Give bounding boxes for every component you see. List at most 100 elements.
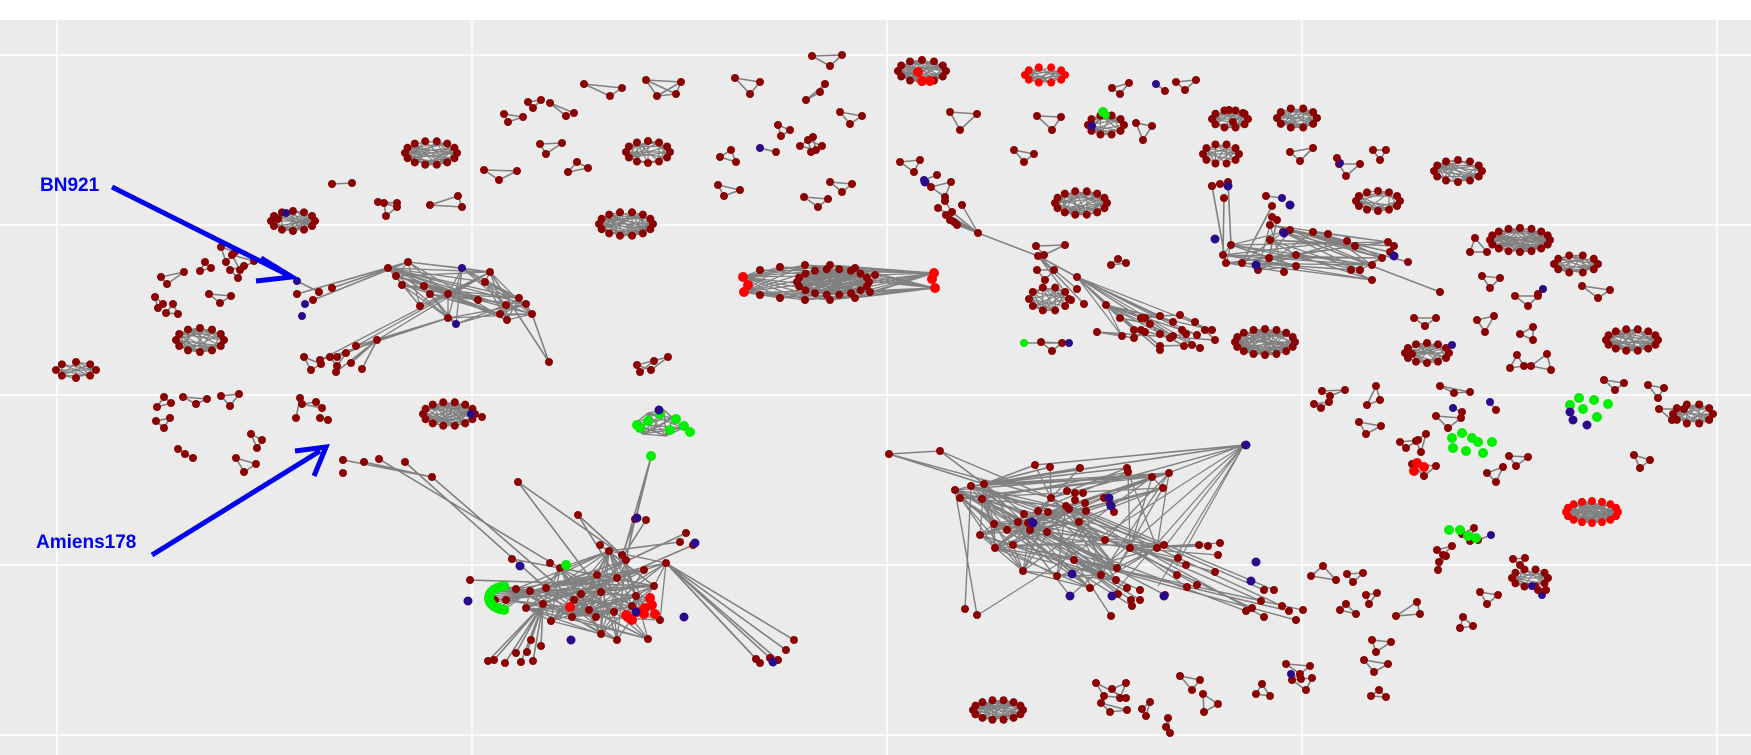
graph-node — [1537, 244, 1546, 253]
graph-node — [1280, 268, 1288, 276]
graph-edge — [487, 603, 544, 662]
graph-node — [613, 574, 621, 582]
graph-edge — [1280, 111, 1314, 125]
graph-edge — [1064, 193, 1098, 213]
graph-node — [1372, 648, 1380, 656]
graph-node — [1333, 154, 1341, 162]
graph-node — [504, 118, 512, 126]
graph-node — [1297, 675, 1305, 683]
graph-node — [615, 231, 624, 240]
graph-node — [1466, 157, 1474, 166]
graph-node — [772, 148, 780, 156]
graph-node — [597, 214, 606, 223]
graph-node — [592, 613, 600, 621]
graph-node — [196, 267, 204, 275]
graph-node — [278, 225, 286, 234]
graph-node — [615, 208, 624, 217]
graph-edge — [583, 83, 611, 97]
graph-edge — [625, 151, 668, 159]
graph-node — [1416, 610, 1424, 618]
graph-node — [461, 419, 470, 428]
graph-node — [1318, 387, 1326, 395]
graph-node — [978, 495, 986, 503]
graph-node — [990, 520, 998, 528]
graph-node — [1343, 237, 1351, 245]
graph-node — [1249, 325, 1258, 334]
graph-edge — [601, 218, 621, 237]
graph-edge — [734, 77, 761, 83]
graph-edge — [499, 303, 527, 315]
graph-node — [1104, 493, 1114, 503]
graph-node — [189, 454, 197, 462]
graph-node — [240, 468, 248, 476]
graph-node — [654, 405, 664, 415]
graph-node — [515, 294, 523, 302]
graph-edge — [979, 471, 1129, 536]
graph-node — [1442, 354, 1451, 362]
graph-node — [1299, 104, 1308, 113]
graph-node — [858, 112, 866, 120]
graph-edge — [1050, 467, 1081, 499]
graph-node — [514, 478, 522, 486]
graph-node — [502, 596, 510, 604]
graph-node — [1307, 572, 1315, 580]
graph-node — [801, 269, 810, 278]
graph-edge — [994, 531, 1048, 549]
annotation-arrow-amiens178 — [150, 448, 322, 558]
graph-edge — [407, 140, 426, 159]
graph-node — [1169, 318, 1177, 326]
graph-node — [633, 157, 641, 166]
graph-edge — [1358, 195, 1379, 212]
graph-node — [522, 604, 530, 612]
graph-node — [1604, 331, 1613, 340]
graph-node — [300, 208, 308, 217]
graph-edge — [531, 313, 550, 363]
graph-node — [253, 444, 261, 452]
graph-edge — [1676, 403, 1700, 421]
graph-node — [1365, 600, 1373, 608]
graph-node — [217, 392, 225, 400]
graph-edge — [550, 620, 602, 635]
graph-node — [980, 480, 988, 488]
graph-node — [1574, 393, 1584, 403]
graph-node — [1292, 616, 1300, 624]
graph-node — [1148, 473, 1156, 481]
graph-node — [916, 156, 924, 164]
graph-edge — [1491, 227, 1521, 246]
graph-node — [1496, 274, 1504, 282]
graph-node — [1309, 228, 1317, 236]
graph-edge — [1295, 265, 1352, 271]
graph-edge — [529, 590, 633, 607]
graph-node — [1241, 440, 1251, 450]
graph-node — [1524, 302, 1532, 310]
graph-node — [1048, 126, 1056, 134]
graph-node — [428, 400, 437, 409]
graph-node — [152, 417, 160, 425]
graph-node — [1455, 525, 1465, 535]
graph-node — [1356, 266, 1364, 274]
graph-node — [768, 657, 778, 667]
graph-node — [1505, 452, 1513, 460]
graph-node — [1374, 187, 1382, 195]
graph-node — [804, 136, 812, 144]
graph-node — [1161, 87, 1169, 95]
graph-node — [480, 166, 488, 174]
graph-edge — [1227, 181, 1232, 246]
graph-node — [1373, 589, 1381, 597]
graph-node — [1288, 333, 1297, 342]
graph-node — [716, 153, 724, 161]
graph-edge — [1046, 487, 1164, 533]
graph-node — [1067, 569, 1077, 579]
graph-node — [300, 353, 308, 361]
graph-node — [1053, 572, 1061, 580]
graph-node — [309, 296, 317, 304]
graph-edge — [1129, 547, 1219, 556]
graph-node — [1239, 109, 1247, 117]
graph-node — [1251, 260, 1261, 270]
graph-node — [1076, 464, 1084, 472]
graph-node — [1511, 568, 1520, 577]
graph-edge — [596, 532, 687, 576]
graph-node — [166, 414, 174, 422]
graph-node — [450, 154, 459, 163]
graph-edge — [1269, 239, 1297, 256]
